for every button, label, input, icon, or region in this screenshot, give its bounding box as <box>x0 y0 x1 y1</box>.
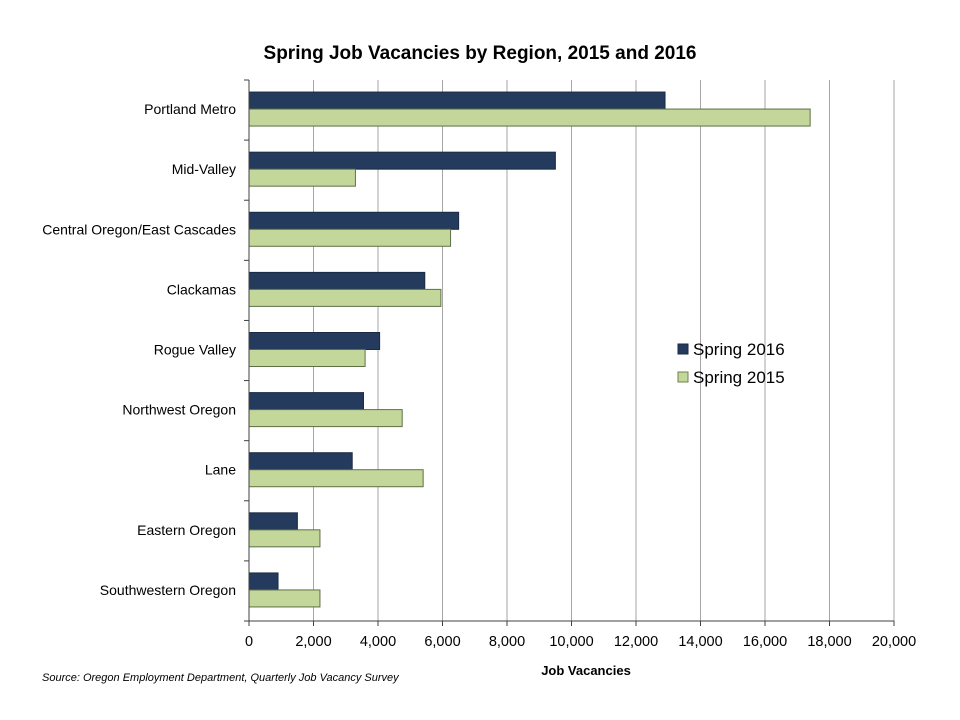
bar-2016 <box>248 452 353 471</box>
bars <box>248 91 811 608</box>
x-tick-label: 14,000 <box>678 634 722 650</box>
bar-2015 <box>248 288 442 307</box>
bar-2015 <box>248 168 356 187</box>
bar-2016 <box>248 91 666 110</box>
bar-2016 <box>248 211 460 230</box>
bar-2015 <box>248 469 424 488</box>
source-note: Source: Oregon Employment Department, Qu… <box>42 672 400 684</box>
bar-2016 <box>248 512 298 531</box>
x-tick-label: 20,000 <box>872 634 916 650</box>
bar-2015 <box>248 589 321 608</box>
bar-2016 <box>248 151 556 170</box>
x-tick-label: 8,000 <box>489 634 525 650</box>
category-label: Clackamas <box>167 281 236 297</box>
x-tick-label: 0 <box>245 634 253 650</box>
legend-swatch-2016 <box>677 343 689 355</box>
bar-2015 <box>248 529 321 548</box>
category-label: Central Oregon/East Cascades <box>42 221 236 237</box>
legend-label-2015: Spring 2015 <box>693 368 785 387</box>
x-tick-label: 12,000 <box>614 634 658 650</box>
tick-labels: 0 2,000 4,000 6,000 8,000 10,000 12,000 14,000 1… <box>245 634 916 650</box>
x-tick-label: 4,000 <box>360 634 396 650</box>
category-label: Mid-Valley <box>172 161 236 177</box>
bar-2015 <box>248 409 403 428</box>
x-tick-label: 18,000 <box>807 634 851 650</box>
category-label: Eastern Oregon <box>137 522 236 538</box>
bar-2016 <box>248 572 279 591</box>
bar-2015 <box>248 108 811 127</box>
category-label: Rogue Valley <box>154 342 236 358</box>
bar-2016 <box>248 392 364 411</box>
x-tick-label: 6,000 <box>424 634 460 650</box>
bar-2015 <box>248 228 452 247</box>
category-label: Southwestern Oregon <box>100 582 236 598</box>
chart-title: Spring Job Vacancies by Region, 2015 and… <box>264 43 697 64</box>
axes <box>244 79 895 626</box>
legend: Spring 2016 Spring 2015 <box>677 340 785 387</box>
x-tick-label: 2,000 <box>295 634 331 650</box>
category-label: Portland Metro <box>144 101 236 117</box>
x-tick-label: 10,000 <box>549 634 593 650</box>
bar-2016 <box>248 332 381 350</box>
gridlines <box>313 80 895 621</box>
x-tick-label: 16,000 <box>743 634 787 650</box>
category-labels: Portland Metro Mid-Valley Central Oregon/E… <box>42 101 236 598</box>
legend-swatch-2015 <box>677 371 689 383</box>
category-label: Lane <box>205 462 236 478</box>
x-axis-label: Job Vacancies <box>541 663 631 678</box>
bar-2015 <box>248 349 366 367</box>
category-label: Northwest Oregon <box>122 402 236 418</box>
legend-label-2016: Spring 2016 <box>693 340 785 359</box>
bar-2016 <box>248 271 426 290</box>
